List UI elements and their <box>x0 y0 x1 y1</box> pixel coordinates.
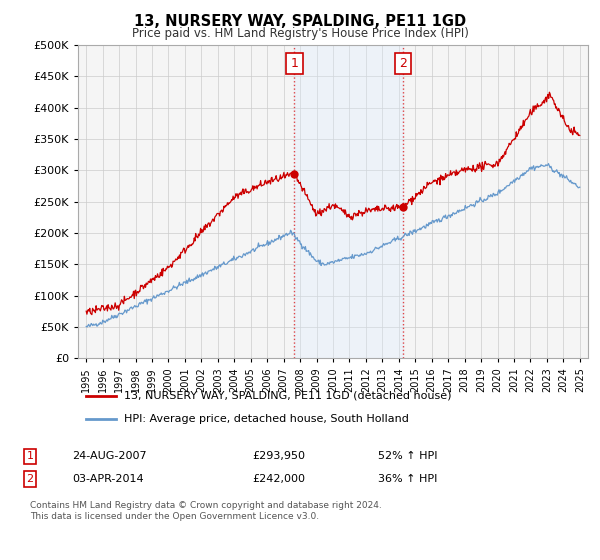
Text: 1: 1 <box>26 451 34 461</box>
Text: 1: 1 <box>290 57 298 70</box>
Text: 03-APR-2014: 03-APR-2014 <box>72 474 143 484</box>
Text: 13, NURSERY WAY, SPALDING, PE11 1GD (detached house): 13, NURSERY WAY, SPALDING, PE11 1GD (det… <box>124 391 452 401</box>
Text: 2: 2 <box>399 57 407 70</box>
Bar <box>295 45 403 358</box>
Text: Price paid vs. HM Land Registry's House Price Index (HPI): Price paid vs. HM Land Registry's House … <box>131 27 469 40</box>
Text: 2: 2 <box>26 474 34 484</box>
Text: 24-AUG-2007: 24-AUG-2007 <box>72 451 146 461</box>
Text: 36% ↑ HPI: 36% ↑ HPI <box>378 474 437 484</box>
Text: 52% ↑ HPI: 52% ↑ HPI <box>378 451 437 461</box>
Text: HPI: Average price, detached house, South Holland: HPI: Average price, detached house, Sout… <box>124 414 409 424</box>
Text: 13, NURSERY WAY, SPALDING, PE11 1GD: 13, NURSERY WAY, SPALDING, PE11 1GD <box>134 14 466 29</box>
Text: £242,000: £242,000 <box>252 474 305 484</box>
Text: Contains HM Land Registry data © Crown copyright and database right 2024.
This d: Contains HM Land Registry data © Crown c… <box>30 501 382 521</box>
Text: £293,950: £293,950 <box>252 451 305 461</box>
